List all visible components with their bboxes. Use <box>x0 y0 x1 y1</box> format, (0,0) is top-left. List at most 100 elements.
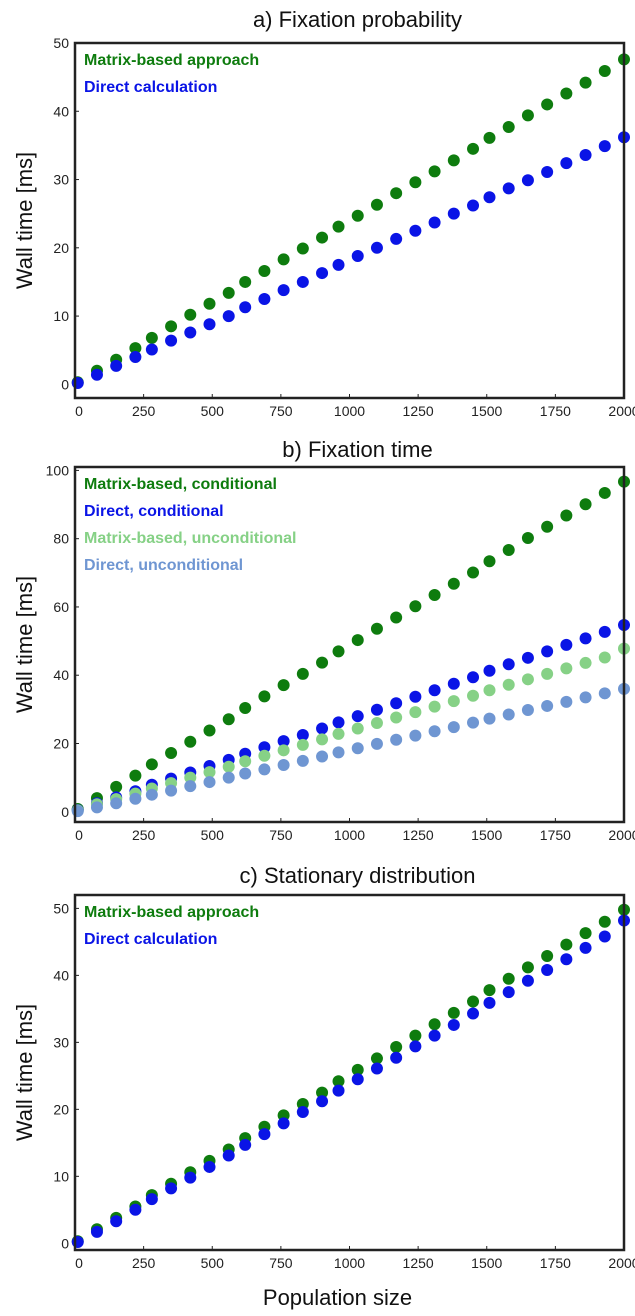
data-point <box>258 690 271 703</box>
data-point <box>390 611 403 624</box>
series-1 <box>71 475 630 816</box>
data-point <box>598 64 611 77</box>
data-point <box>351 250 364 262</box>
data-point <box>409 690 422 703</box>
panel-title: c) Stationary distribution <box>240 863 476 888</box>
data-point <box>579 941 592 954</box>
data-point <box>145 343 158 356</box>
data-point <box>258 1128 271 1141</box>
data-point <box>110 1215 123 1228</box>
data-point <box>428 684 441 697</box>
data-point <box>145 788 158 801</box>
legend-entry: Matrix-based, conditional <box>84 476 277 493</box>
data-point <box>598 651 611 664</box>
data-point <box>296 1106 309 1119</box>
data-point <box>90 368 103 381</box>
y-axis-label: Wall time [ms] <box>12 1004 37 1141</box>
data-point <box>467 566 480 579</box>
data-point <box>467 671 480 684</box>
data-point <box>467 689 480 702</box>
y-axis-label: Wall time [ms] <box>12 576 37 713</box>
data-point <box>483 984 496 997</box>
data-point <box>579 498 592 511</box>
data-point <box>409 729 422 742</box>
data-point <box>351 1073 364 1086</box>
data-point <box>277 1117 290 1130</box>
data-point <box>222 713 235 726</box>
data-point <box>351 722 364 735</box>
y-tick-label: 30 <box>53 172 69 188</box>
data-point <box>390 733 403 746</box>
data-point <box>316 722 329 735</box>
data-point <box>258 293 271 306</box>
data-point <box>239 1138 252 1151</box>
y-tick-label: 0 <box>61 1235 69 1251</box>
data-point <box>598 625 611 638</box>
data-point <box>541 166 554 179</box>
data-point <box>239 275 252 288</box>
data-point <box>129 342 142 355</box>
data-point <box>296 728 309 741</box>
data-point <box>184 771 197 784</box>
data-point <box>521 704 534 717</box>
data-point <box>409 224 422 237</box>
y-tick-label: 100 <box>46 462 70 478</box>
data-point <box>560 157 573 170</box>
data-point <box>390 187 403 200</box>
data-point <box>541 98 554 111</box>
data-point <box>541 520 554 533</box>
data-point <box>541 645 554 658</box>
data-point <box>428 725 441 738</box>
data-point <box>258 265 271 278</box>
data-point <box>316 733 329 746</box>
data-point <box>351 1063 364 1076</box>
x-tick-label: 500 <box>201 1255 225 1271</box>
data-point <box>370 1052 383 1065</box>
y-tick-label: 40 <box>53 667 69 683</box>
data-point <box>560 662 573 675</box>
data-point <box>409 176 422 189</box>
data-point <box>316 750 329 763</box>
y-tick-label: 50 <box>53 35 69 51</box>
data-point <box>502 678 515 691</box>
legend-entry: Direct, conditional <box>84 503 224 520</box>
data-point <box>390 1051 403 1064</box>
plot-frame <box>73 41 626 400</box>
data-point <box>203 776 216 789</box>
data-point <box>560 509 573 522</box>
data-point <box>502 120 515 133</box>
data-point <box>296 242 309 255</box>
data-point <box>447 721 460 734</box>
series-2 <box>71 131 630 389</box>
data-point <box>129 351 142 364</box>
legend-entry: Matrix-based approach <box>84 904 259 921</box>
y-tick-label: 20 <box>53 735 69 751</box>
data-point <box>502 986 515 999</box>
data-point <box>483 131 496 144</box>
data-point <box>467 199 480 212</box>
data-point <box>521 651 534 664</box>
data-point <box>390 1041 403 1054</box>
data-point <box>184 1171 197 1184</box>
x-tick-label: 1250 <box>403 827 434 843</box>
data-point <box>390 711 403 724</box>
data-point <box>203 297 216 310</box>
panel-1: a) Fixation probability Wall time [ms] 0 25… <box>12 7 635 419</box>
x-tick-label: 1750 <box>540 403 571 419</box>
x-tick-label: 1000 <box>334 827 365 843</box>
data-point <box>145 1193 158 1206</box>
x-tick-label: 1500 <box>471 827 502 843</box>
series-2 <box>71 914 630 1248</box>
panel-title: b) Fixation time <box>282 437 432 462</box>
data-point <box>90 801 103 814</box>
data-point <box>560 695 573 708</box>
data-point <box>447 1006 460 1019</box>
data-point <box>467 1007 480 1020</box>
data-point <box>502 543 515 556</box>
data-point <box>203 724 216 737</box>
data-point <box>351 742 364 755</box>
data-point <box>239 301 252 314</box>
data-point <box>502 658 515 671</box>
